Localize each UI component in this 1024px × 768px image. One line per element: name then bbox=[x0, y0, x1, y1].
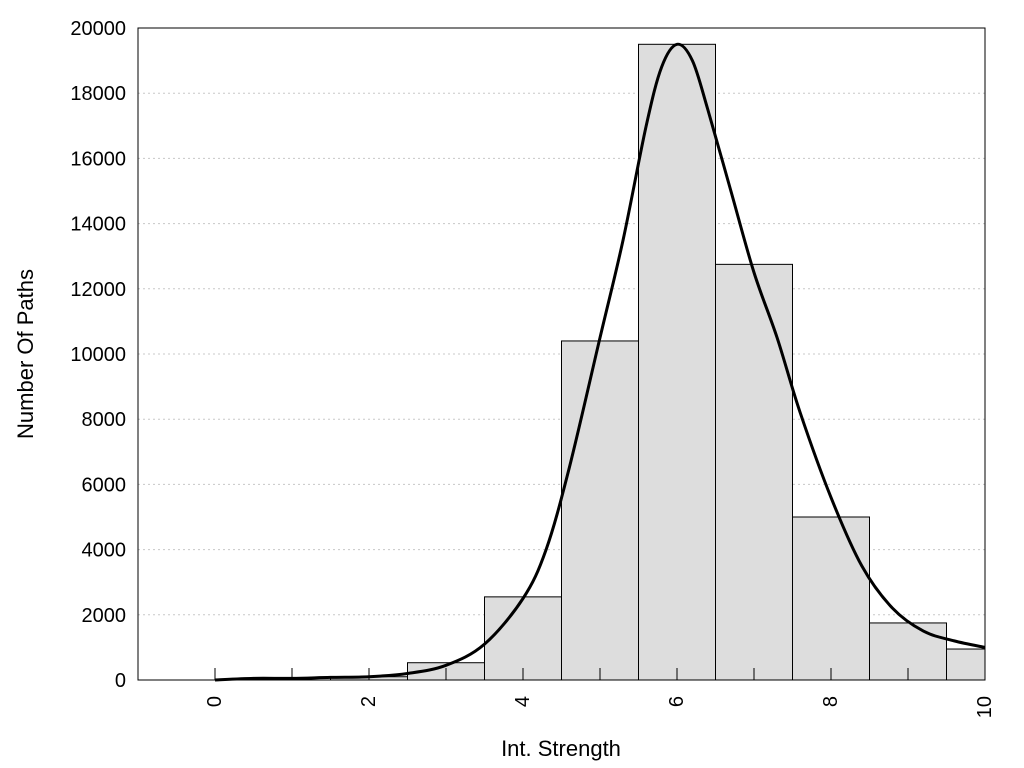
y-tick-label: 0 bbox=[115, 670, 126, 692]
histogram-bar bbox=[561, 340, 639, 681]
plot-frame bbox=[137, 27, 986, 681]
x-tick-label: 4 bbox=[512, 696, 534, 707]
histogram-bar bbox=[792, 516, 870, 681]
x-tick-label: 2 bbox=[358, 696, 380, 707]
y-axis-title: Number Of Paths bbox=[13, 269, 38, 439]
y-tick-label: 20000 bbox=[70, 18, 126, 40]
histogram-bar bbox=[946, 648, 986, 681]
y-axis-ticks: 0 2000 4000 6000 8000 10000 12000 14000 16000 180… bbox=[70, 18, 126, 692]
x-tick-label: 0 bbox=[204, 696, 226, 707]
y-tick-label: 6000 bbox=[82, 474, 127, 496]
x-axis-ticks: 0 2 4 6 8 10 bbox=[204, 668, 996, 718]
bars bbox=[330, 43, 986, 681]
y-tick-label: 14000 bbox=[70, 214, 126, 236]
y-tick-label: 12000 bbox=[70, 279, 126, 301]
x-tick-label: 8 bbox=[820, 696, 842, 707]
x-axis-title: Int. Strength bbox=[501, 736, 621, 761]
x-tick-label: 10 bbox=[974, 696, 996, 718]
x-tick-label: 6 bbox=[666, 696, 688, 707]
y-tick-label: 10000 bbox=[70, 344, 126, 366]
density-curve bbox=[214, 42, 986, 682]
y-tick-label: 18000 bbox=[70, 83, 126, 105]
histogram-bar bbox=[638, 43, 716, 681]
y-tick-label: 16000 bbox=[70, 148, 126, 170]
y-tick-label: 4000 bbox=[82, 540, 127, 562]
density-curve-line bbox=[214, 42, 986, 682]
histogram-bar bbox=[484, 596, 562, 681]
histogram-bar bbox=[715, 263, 793, 681]
y-tick-label: 2000 bbox=[82, 605, 127, 627]
y-tick-label: 8000 bbox=[82, 409, 127, 431]
